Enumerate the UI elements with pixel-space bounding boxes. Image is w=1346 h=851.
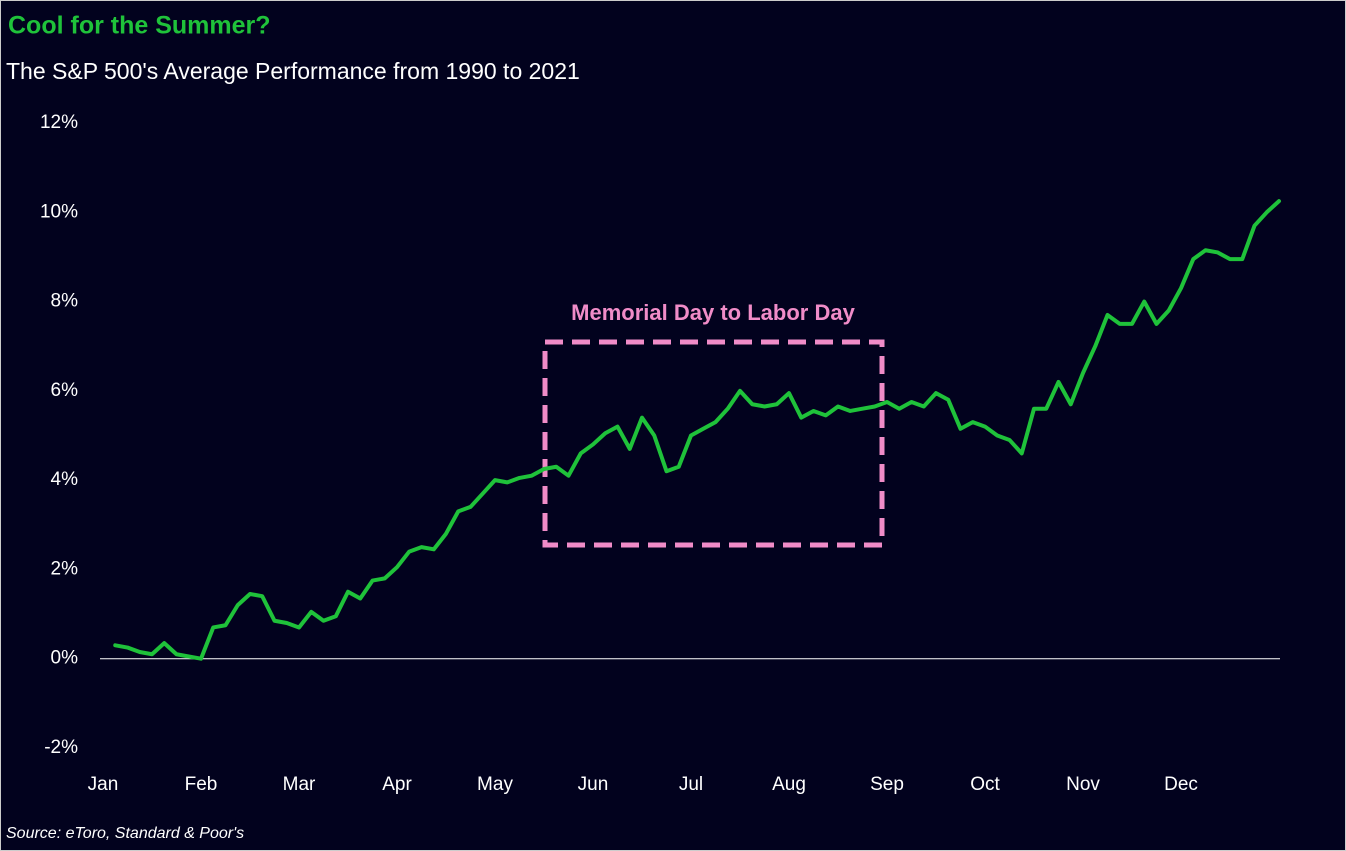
- x-tick-label: Sep: [870, 774, 904, 795]
- x-tick-label: Apr: [382, 774, 412, 795]
- y-tick-label: 4%: [51, 469, 79, 490]
- chart-title: Cool for the Summer?: [8, 12, 271, 40]
- x-tick-label: Jun: [578, 774, 609, 795]
- x-tick-label: Dec: [1164, 774, 1198, 795]
- y-tick-label: 12%: [40, 112, 78, 133]
- x-tick-label: Mar: [283, 774, 316, 795]
- x-tick-label: Oct: [970, 774, 1000, 795]
- y-tick-label: 6%: [51, 380, 79, 401]
- x-tick-label: Jan: [88, 774, 119, 795]
- annotation-box: [542, 339, 885, 548]
- y-tick-label: 2%: [51, 558, 79, 579]
- x-tick-label: Nov: [1066, 774, 1100, 795]
- y-tick-label: 8%: [51, 291, 79, 312]
- x-tick-label: May: [477, 774, 513, 795]
- x-tick-label: Jul: [679, 774, 703, 795]
- line: [113, 199, 1281, 661]
- source: Source: eToro, Standard & Poor's: [6, 825, 244, 842]
- chart-subtitle: The S&P 500's Average Performance from 1…: [6, 58, 580, 84]
- annotation: Memorial Day to Labor Day: [571, 300, 855, 325]
- x-tick-label: Aug: [772, 774, 806, 795]
- y-tick-label: 0%: [51, 648, 79, 669]
- y-tick-label: 10%: [40, 201, 78, 222]
- y-tick-label: -2%: [44, 737, 78, 758]
- x-tick-label: Feb: [185, 774, 218, 795]
